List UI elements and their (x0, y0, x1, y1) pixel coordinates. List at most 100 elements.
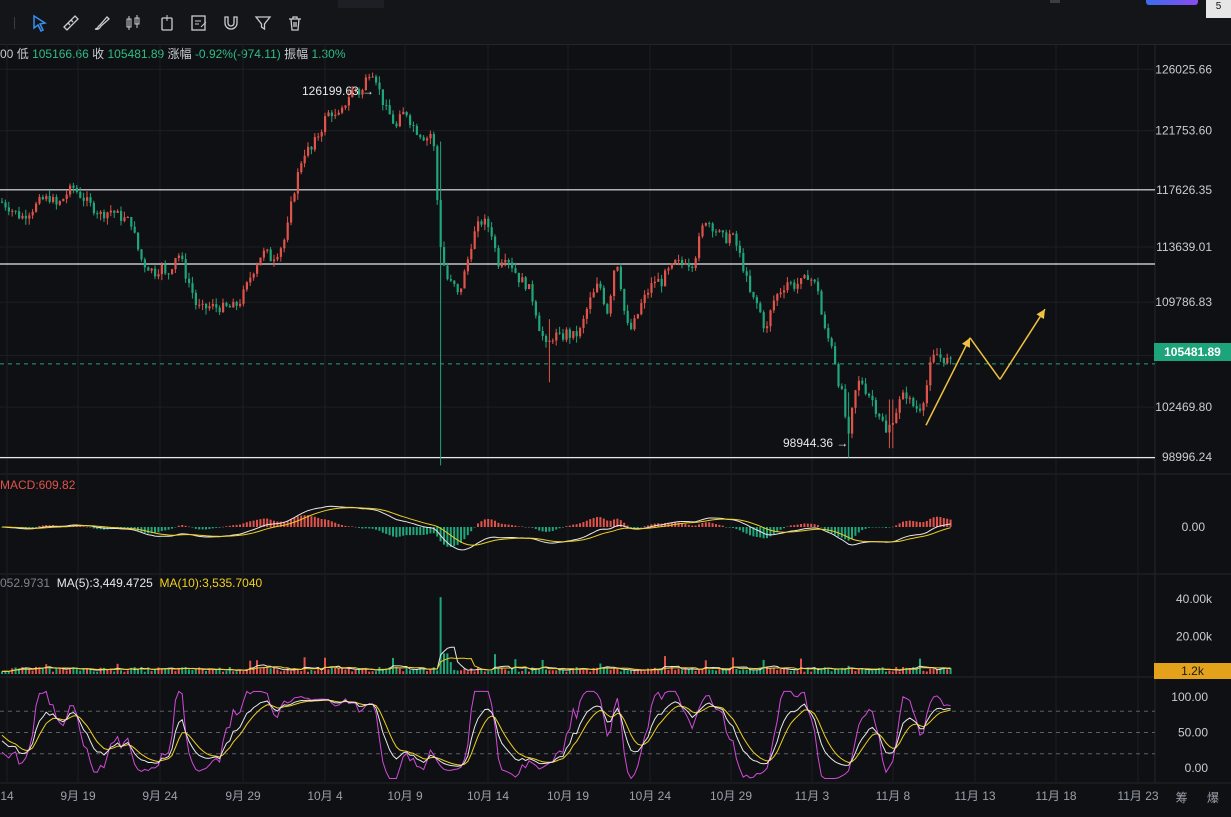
macd-bar (466, 527, 469, 536)
cursor-icon[interactable] (30, 13, 50, 33)
ohlc-info-bar: 00 低 105166.66 收 105481.89 涨幅 -0.92%(-97… (0, 45, 346, 62)
volume-tick-label: 20.00k (1176, 630, 1213, 644)
volume-bar (225, 671, 228, 674)
macd-bar (300, 515, 303, 527)
volume-bar (885, 671, 887, 674)
candle-body (507, 259, 510, 263)
volume-bar (334, 667, 337, 674)
candle-body (35, 203, 38, 212)
brush-icon[interactable] (92, 13, 112, 33)
candle-body (650, 283, 653, 293)
bottom-tool-icons[interactable]: 筹 爆 (1175, 791, 1227, 805)
candle-body (358, 89, 361, 95)
candle-body (551, 340, 554, 342)
volume-bar (789, 670, 792, 674)
ruler-icon[interactable] (61, 13, 81, 33)
volume-bars (1, 597, 952, 674)
volume-bar (177, 667, 180, 674)
volume-ma10-line (1, 657, 951, 672)
macd-bar (800, 523, 802, 527)
corner-button[interactable]: 5 (1206, 0, 1231, 18)
magnet-icon[interactable] (221, 13, 241, 33)
candle-body (347, 97, 350, 106)
candle-body (310, 146, 313, 150)
candle-body (89, 197, 92, 203)
macd-bar (79, 525, 82, 527)
candle-body (776, 294, 779, 301)
clip-icon[interactable] (157, 13, 177, 33)
candle-body (687, 263, 690, 267)
volume-bar (687, 669, 690, 674)
candle-body (198, 304, 201, 306)
macd-bar (616, 518, 619, 527)
volume-bar (381, 668, 384, 674)
volume-bar (259, 668, 262, 674)
candle-icon[interactable] (123, 13, 143, 33)
macd-bar (942, 518, 945, 527)
volume-bar (630, 670, 632, 674)
candle-body (109, 210, 112, 213)
volume-bar (232, 671, 235, 674)
candle-body (388, 105, 391, 115)
volume-bar (113, 671, 116, 674)
trash-icon[interactable] (285, 13, 305, 33)
macd-bar (840, 527, 843, 538)
macd-bar (541, 527, 544, 532)
volume-bar (837, 668, 840, 674)
candle-body (840, 386, 843, 389)
macd-bar (381, 527, 384, 533)
macd-bar (344, 525, 347, 527)
candle-body (606, 304, 609, 314)
volume-bar (725, 670, 728, 674)
volume-bar (830, 671, 833, 674)
volume-bar (167, 668, 170, 674)
toolbar-accent-button[interactable] (1146, 0, 1198, 5)
candle-body (558, 332, 561, 334)
x-tick-label: 10月 9 (387, 789, 423, 803)
macd-bar (528, 526, 530, 528)
candle-body (868, 393, 871, 396)
macd-bar (31, 527, 34, 528)
low-label: 低 (16, 47, 29, 61)
change-value: -0.92%(-974.11) (194, 47, 281, 61)
volume-bar (96, 671, 99, 674)
macd-bar (548, 527, 551, 532)
candle-body (684, 263, 687, 265)
volume-bar (772, 667, 775, 674)
candle-body (793, 282, 796, 289)
candle-body (38, 196, 41, 204)
macd-bar (157, 527, 160, 533)
volume-bar (126, 670, 129, 674)
candle-body (45, 196, 48, 200)
volume-bar (626, 670, 629, 674)
note-icon[interactable] (189, 13, 209, 33)
macd-bar (259, 519, 262, 527)
candle-body (184, 259, 187, 279)
macd-bar (538, 527, 541, 531)
macd-bar (925, 520, 928, 527)
toolbar-tab[interactable] (338, 0, 384, 8)
volume-bar (181, 667, 184, 674)
candle-body (599, 283, 602, 288)
macd-bar (643, 526, 646, 527)
macd-bar (371, 527, 374, 529)
macd-bar (35, 527, 37, 528)
volume-bar (154, 669, 156, 674)
volume-bar (490, 670, 493, 674)
volume-bar (351, 671, 354, 674)
candle-body (480, 221, 483, 225)
x-tick-label: 11月 8 (876, 789, 911, 803)
candle-body (130, 217, 133, 227)
filter-icon[interactable] (253, 13, 273, 33)
volume-bar (184, 667, 187, 674)
volume-bar (429, 668, 432, 674)
candle-body (378, 82, 381, 90)
volume-bar (834, 668, 836, 674)
candle-body (364, 77, 367, 91)
candle-body (572, 331, 575, 338)
candle-body (783, 290, 786, 293)
candle-body (273, 259, 276, 262)
candle-body (704, 223, 707, 226)
candle-body (939, 354, 942, 358)
